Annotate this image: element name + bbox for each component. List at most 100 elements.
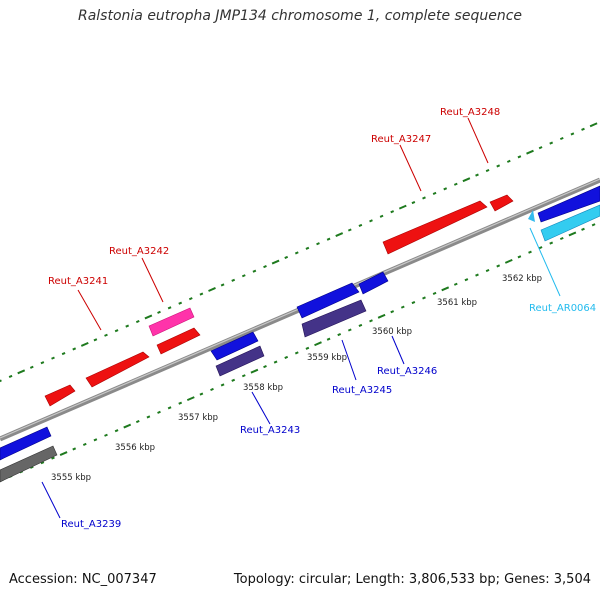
major-tick bbox=[504, 258, 513, 264]
gene-label-reut-a3243[interactable]: Reut_A3243 bbox=[240, 425, 300, 436]
major-tick bbox=[377, 313, 386, 319]
kbp-label: 3558 kbp bbox=[243, 383, 283, 393]
major-tick bbox=[80, 341, 89, 347]
gene-label-reut-a3242[interactable]: Reut_A3242 bbox=[109, 246, 169, 257]
major-tick bbox=[250, 368, 259, 374]
map-title: Ralstonia eutropha JMP134 chromosome 1, … bbox=[77, 8, 522, 24]
gene-label-reut-a3245[interactable]: Reut_A3245 bbox=[332, 385, 392, 396]
minor-tick bbox=[8, 374, 13, 378]
leader-line-reut-a3243 bbox=[251, 391, 271, 425]
gene-label-reut-ar0064[interactable]: Reut_AR0064 bbox=[529, 303, 596, 314]
kbp-label: 3557 kbp bbox=[178, 413, 218, 423]
gene-reut-a3242[interactable] bbox=[148, 307, 195, 337]
gene-reut-a3243a[interactable] bbox=[210, 331, 259, 361]
major-tick bbox=[462, 177, 471, 183]
kbp-label: 3556 kbp bbox=[115, 443, 155, 453]
minor-tick bbox=[231, 278, 236, 282]
major-tick bbox=[314, 341, 322, 347]
forward-tick-track bbox=[0, 122, 598, 383]
minor-tick bbox=[167, 306, 172, 310]
gene-reut-a3244[interactable] bbox=[296, 282, 360, 319]
gene-labels: Reut_A3239 Reut_A3241 Reut_A3242 Reut_A3… bbox=[48, 107, 596, 530]
minor-tick bbox=[178, 401, 183, 405]
gene-label-reut-a3246[interactable]: Reut_A3246 bbox=[377, 366, 437, 377]
minor-tick bbox=[284, 255, 289, 260]
gene-reut-a3240[interactable] bbox=[44, 384, 76, 407]
minor-tick bbox=[358, 323, 363, 327]
minor-tick bbox=[135, 419, 140, 424]
minor-tick bbox=[517, 255, 522, 259]
major-tick bbox=[59, 451, 68, 456]
gene-reut-a3239-gray[interactable] bbox=[0, 445, 58, 483]
minor-tick bbox=[464, 278, 469, 282]
gene-reut-a3239[interactable] bbox=[0, 426, 52, 461]
minor-tick bbox=[326, 337, 331, 341]
minor-tick bbox=[549, 141, 554, 145]
kbp-label: 3555 kbp bbox=[51, 473, 91, 483]
kbp-label: 3559 kbp bbox=[307, 353, 347, 363]
minor-tick bbox=[252, 269, 257, 273]
gene-label-reut-a3248[interactable]: Reut_A3248 bbox=[440, 107, 500, 118]
accession-label: Accession: NC_007347 bbox=[9, 572, 157, 587]
minor-tick bbox=[284, 355, 289, 360]
kbp-label: 3560 kbp bbox=[372, 327, 412, 337]
gene-label-reut-a3241[interactable]: Reut_A3241 bbox=[48, 276, 108, 287]
gene-reut-a3247[interactable] bbox=[382, 200, 488, 255]
gene-reut-a3250[interactable] bbox=[540, 204, 600, 242]
gene-reut-a3241[interactable] bbox=[85, 351, 150, 388]
major-tick bbox=[441, 286, 450, 292]
gene-reut-a3243[interactable] bbox=[215, 345, 265, 377]
minor-tick bbox=[210, 387, 214, 392]
minor-tick bbox=[104, 333, 108, 337]
minor-tick bbox=[347, 228, 352, 232]
minor-tick bbox=[135, 319, 140, 324]
minor-tick bbox=[422, 296, 426, 300]
minor-tick bbox=[29, 465, 34, 469]
minor-tick bbox=[485, 268, 490, 273]
minor-tick bbox=[326, 237, 331, 241]
leader-line-reut-ar0064 bbox=[529, 227, 561, 297]
minor-tick bbox=[167, 406, 172, 410]
gene-reut-a3248[interactable] bbox=[489, 194, 514, 212]
minor-tick bbox=[528, 250, 532, 254]
leader-line-reut-a3245 bbox=[341, 339, 357, 381]
gene-reut-a3245[interactable] bbox=[301, 299, 367, 338]
minor-tick bbox=[114, 329, 119, 333]
minor-tick bbox=[400, 305, 405, 309]
minor-tick bbox=[390, 310, 395, 314]
leader-line-reut-a3241 bbox=[77, 289, 102, 331]
minor-tick bbox=[72, 447, 77, 451]
minor-tick bbox=[29, 365, 34, 369]
minor-tick bbox=[114, 429, 119, 433]
gene-reut-a3246[interactable] bbox=[358, 271, 389, 295]
minor-tick bbox=[347, 328, 352, 332]
gene-label-reut-a3239[interactable]: Reut_A3239 bbox=[61, 519, 121, 530]
leader-line-reut-a3247 bbox=[399, 144, 422, 192]
minor-tick bbox=[220, 283, 225, 287]
gene-label-reut-a3247[interactable]: Reut_A3247 bbox=[371, 134, 431, 145]
gene-reut-a3242b[interactable] bbox=[156, 327, 201, 355]
minor-tick bbox=[125, 324, 130, 328]
major-tick bbox=[568, 231, 577, 237]
minor-tick bbox=[337, 333, 342, 337]
minor-tick bbox=[231, 378, 236, 382]
leader-line-reut-a3248 bbox=[467, 117, 489, 164]
kbp-label: 3562 kbp bbox=[502, 274, 542, 284]
kbp-label: 3561 kbp bbox=[437, 298, 477, 308]
minor-tick bbox=[475, 273, 479, 277]
minor-tick bbox=[485, 168, 490, 173]
minor-tick bbox=[263, 265, 267, 269]
minor-tick bbox=[0, 379, 2, 383]
minor-tick bbox=[294, 351, 299, 355]
leader-line-reut-a3239 bbox=[41, 481, 61, 519]
minor-tick bbox=[82, 442, 87, 446]
minor-tick bbox=[241, 374, 246, 378]
minor-tick bbox=[273, 360, 278, 364]
gene-reut-ar0064[interactable] bbox=[528, 210, 535, 222]
reverse-tick-track bbox=[0, 223, 596, 483]
minor-tick bbox=[40, 361, 45, 365]
minor-tick bbox=[157, 310, 161, 314]
forward-strand-genes bbox=[44, 194, 514, 407]
gene-reut-a3249[interactable] bbox=[537, 185, 600, 223]
